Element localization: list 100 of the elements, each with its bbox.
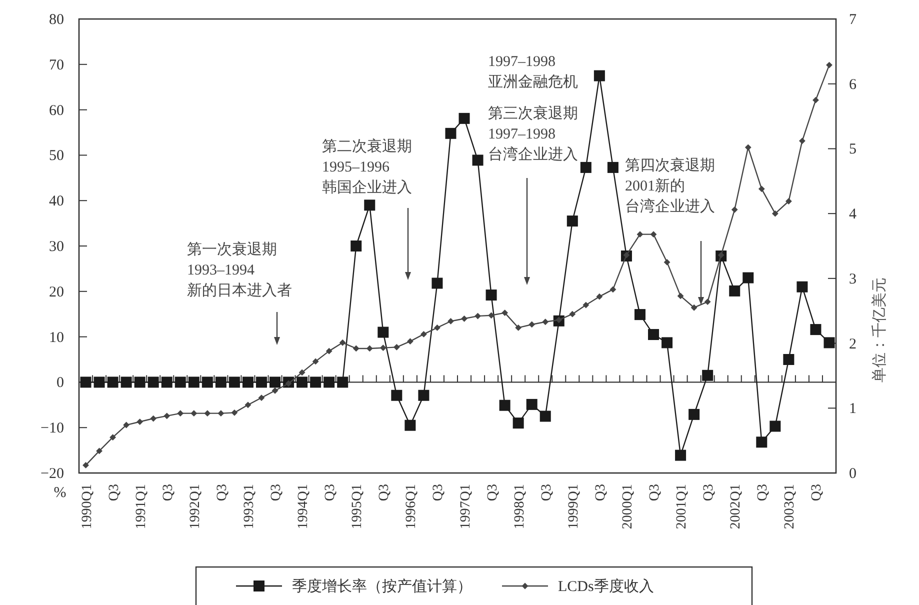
y2-tick-label: 6 (849, 76, 857, 93)
point (499, 400, 510, 411)
point (566, 216, 578, 227)
point (569, 310, 576, 318)
point (418, 390, 430, 401)
annotation: 第四次衰退期 (625, 157, 715, 174)
point (204, 410, 211, 417)
y-axis-title: % (54, 485, 66, 501)
x-tick-label: Q3 (106, 484, 122, 502)
point (582, 302, 590, 308)
point (228, 376, 240, 388)
point (542, 318, 549, 326)
point (136, 418, 144, 425)
x-tick-label: Q3 (377, 484, 392, 502)
point (312, 358, 319, 365)
y-tick-label: 10 (49, 330, 64, 346)
annotation: 亚洲金融危机 (488, 74, 578, 90)
point (540, 410, 551, 422)
point (783, 354, 794, 365)
annotation: 台湾企业进入 (625, 198, 715, 215)
point (244, 402, 252, 408)
point (662, 337, 673, 348)
annotation: 1995–1996 (322, 160, 390, 176)
x-tick-label: Q3 (214, 484, 230, 502)
y-tick-label: 70 (49, 57, 64, 74)
point (772, 210, 778, 217)
point (742, 272, 754, 284)
x-tick-label: 1997Q1 (458, 484, 474, 530)
point (96, 448, 102, 454)
y-tick-label: 80 (49, 12, 64, 28)
point (636, 231, 644, 238)
y2-tick-label: 4 (849, 206, 857, 223)
x-tick-label: 2002Q1 (728, 484, 744, 530)
point (324, 376, 335, 388)
x-tick-label: Q3 (431, 484, 446, 502)
annotation: 韩国企业进入 (322, 179, 412, 196)
x-tick-label: 1998Q1 (512, 484, 528, 530)
point (391, 390, 402, 401)
point (634, 309, 646, 320)
point (296, 376, 308, 388)
point (256, 376, 267, 388)
point (610, 286, 616, 293)
point (502, 310, 508, 316)
x-tick-label: Q3 (539, 484, 554, 502)
x-tick-label: Q3 (485, 484, 500, 502)
point (675, 450, 686, 461)
point (515, 324, 522, 331)
point (731, 206, 738, 213)
x-tick-label: 1992Q1 (188, 484, 203, 530)
point (161, 376, 172, 388)
point (607, 162, 618, 173)
y-tick-label: 20 (49, 284, 64, 300)
point (580, 162, 592, 173)
point (472, 154, 484, 166)
annotation: 第二次衰退期 (322, 138, 412, 155)
point (702, 370, 714, 381)
point (458, 112, 470, 124)
point (298, 369, 306, 376)
x-tick-label: 1994Q1 (296, 484, 312, 530)
point (512, 418, 524, 429)
x-tick-label: Q3 (648, 484, 663, 502)
x-tick-label: 1999Q1 (566, 484, 582, 530)
x-tick-label: 2000Q1 (620, 484, 636, 530)
annotation: 第一次衰退期 (187, 241, 277, 258)
y-tick-label: 30 (49, 239, 64, 255)
annotation: 1997–1998 (488, 126, 556, 142)
point (310, 376, 322, 388)
point (393, 344, 400, 350)
x-tick-label: Q3 (269, 484, 284, 502)
point (177, 410, 184, 417)
point (378, 326, 389, 338)
x-tick-label: 1990Q1 (80, 484, 95, 530)
point (594, 70, 605, 82)
point (796, 281, 808, 292)
x-tick-label: 1996Q1 (404, 484, 420, 530)
annotation: 新的日本进入者 (187, 282, 292, 299)
y2-tick-label: 1 (849, 401, 856, 418)
point (528, 321, 536, 328)
point (826, 62, 832, 68)
y2-tick-label: 5 (849, 142, 856, 158)
point (448, 318, 454, 324)
point (596, 293, 603, 300)
point (648, 329, 660, 340)
point (82, 462, 89, 468)
y2-tick-label: 0 (849, 466, 856, 482)
point (526, 398, 538, 410)
point (758, 186, 765, 192)
point (445, 128, 456, 139)
x-tick-label: 1991Q1 (134, 484, 149, 530)
point (134, 376, 146, 388)
y2-tick-label: 3 (849, 271, 856, 288)
y2-tick-label: 2 (849, 336, 856, 352)
point (272, 387, 278, 394)
point (420, 331, 427, 338)
point (474, 312, 481, 320)
y-tick-label: 50 (49, 148, 64, 164)
point (110, 434, 116, 441)
x-tick-label: Q3 (810, 484, 825, 502)
point (688, 408, 700, 420)
point (174, 376, 186, 388)
